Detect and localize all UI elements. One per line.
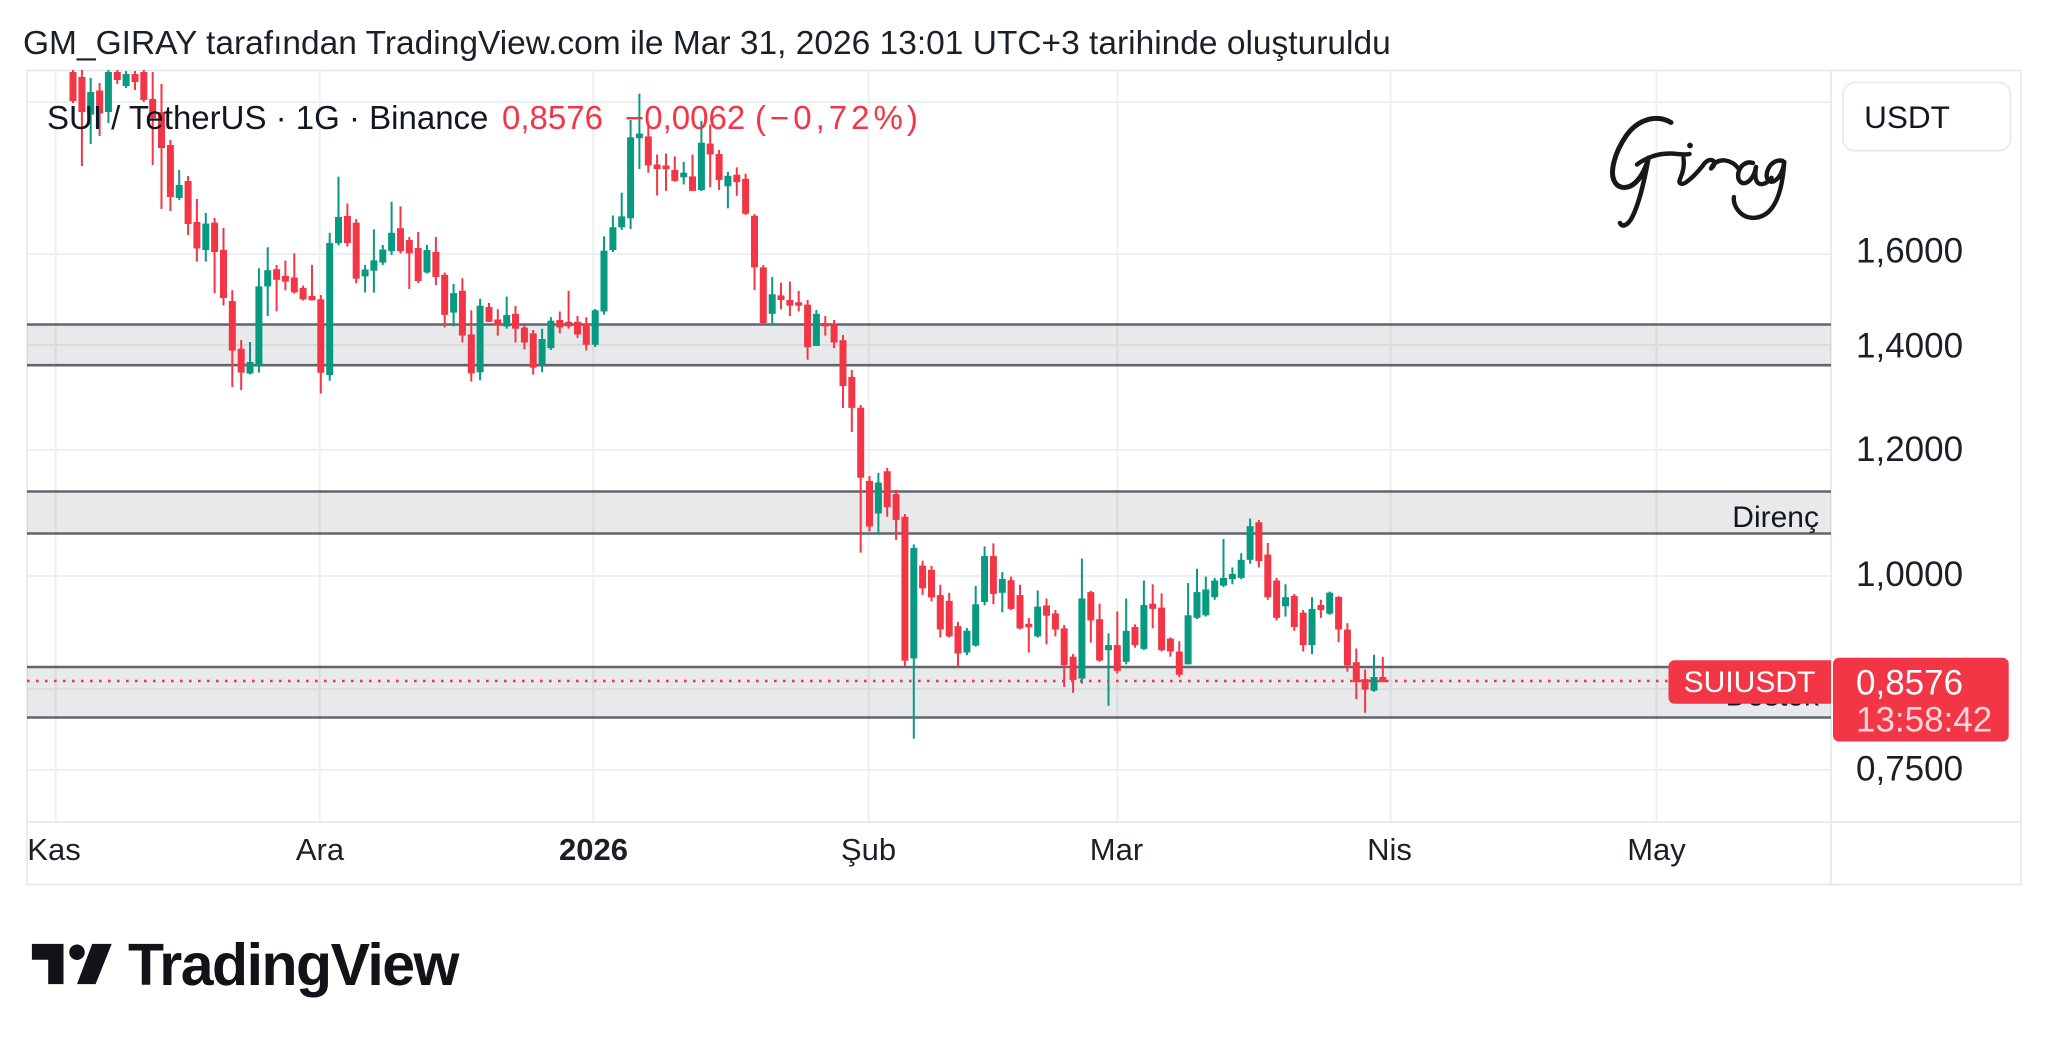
svg-text:(−0,72%): (−0,72%) xyxy=(755,99,922,136)
svg-text:Mar: Mar xyxy=(1090,832,1143,867)
svg-text:May: May xyxy=(1627,832,1686,867)
svg-text:Kas: Kas xyxy=(27,832,80,867)
svg-text:0,8576: 0,8576 xyxy=(1856,664,1963,703)
svg-text:SUIUSDT: SUIUSDT xyxy=(1684,666,1816,699)
svg-text:Ara: Ara xyxy=(296,832,345,867)
svg-text:Direnç: Direnç xyxy=(1732,501,1819,534)
svg-text:1,4000: 1,4000 xyxy=(1856,327,1963,366)
svg-text:1,2000: 1,2000 xyxy=(1856,430,1963,469)
svg-text:0,7500: 0,7500 xyxy=(1856,750,1963,789)
svg-text:USDT: USDT xyxy=(1864,99,1950,135)
svg-text:Nis: Nis xyxy=(1367,832,1412,867)
svg-text:SUI / TetherUS · 1G · Binance: SUI / TetherUS · 1G · Binance xyxy=(47,99,488,136)
svg-text:1,6000: 1,6000 xyxy=(1856,232,1963,271)
svg-text:−0,0062: −0,0062 xyxy=(625,99,745,136)
svg-text:TradingView: TradingView xyxy=(128,932,460,998)
svg-text:0,8576: 0,8576 xyxy=(502,99,603,136)
svg-text:2026: 2026 xyxy=(559,832,628,867)
svg-text:1,0000: 1,0000 xyxy=(1856,555,1963,594)
svg-text:Şub: Şub xyxy=(841,832,896,867)
svg-text:GM_GIRAY tarafından TradingVie: GM_GIRAY tarafından TradingView.com ile … xyxy=(23,25,1391,62)
svg-text:13:58:42: 13:58:42 xyxy=(1856,701,1992,740)
